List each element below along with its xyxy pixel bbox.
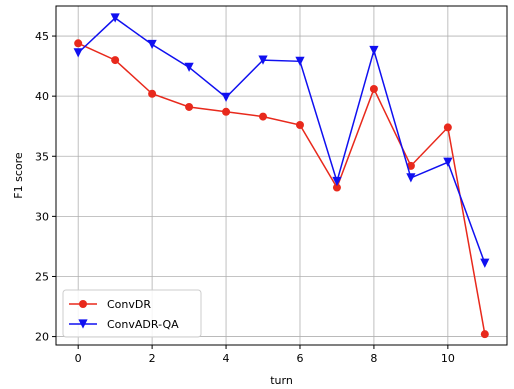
data-point-0-1 <box>111 56 120 65</box>
legend-label: ConvDR <box>107 298 151 311</box>
plot-frame <box>55 5 508 346</box>
y-tick-label: 30 <box>35 210 49 223</box>
data-point-1-0 <box>73 48 83 58</box>
x-tick-label: 4 <box>223 352 230 365</box>
data-point-1-1 <box>110 13 120 23</box>
data-point-1-10 <box>443 157 453 167</box>
data-point-1-11 <box>480 258 490 268</box>
y-tick-label: 40 <box>35 90 49 103</box>
data-point-1-2 <box>147 39 157 50</box>
data-point-0-6 <box>295 121 304 130</box>
data-point-0-11 <box>480 330 489 339</box>
data-point-1-8 <box>369 45 379 56</box>
data-point-1-4 <box>221 92 231 102</box>
data-point-0-8 <box>369 84 378 93</box>
data-point-0-10 <box>443 123 452 132</box>
y-tick-label: 45 <box>35 30 49 43</box>
data-point-1-9 <box>406 173 416 183</box>
series-line-1 <box>77 17 486 264</box>
y-axis-label: F1 score <box>12 152 25 199</box>
legend: ConvDR ConvADR-QA <box>62 289 202 338</box>
y-tick-label: 35 <box>35 150 49 163</box>
x-tick-label: 6 <box>296 352 303 365</box>
data-point-0-0 <box>74 39 83 48</box>
data-point-0-5 <box>259 112 268 121</box>
data-point-0-9 <box>406 161 415 170</box>
legend-marker <box>79 300 87 308</box>
y-tick-label: 25 <box>35 270 49 283</box>
x-tick-label: 0 <box>75 352 82 365</box>
x-tick-label: 10 <box>441 352 455 365</box>
y-tick-label: 20 <box>35 331 49 344</box>
data-point-0-2 <box>148 89 157 98</box>
data-point-0-3 <box>185 102 194 111</box>
legend-label: ConvADR-QA <box>107 318 179 331</box>
data-point-0-4 <box>222 107 231 116</box>
legend-box <box>62 289 202 338</box>
series-line-0 <box>77 42 486 335</box>
data-point-1-6 <box>295 56 305 66</box>
data-point-1-3 <box>184 62 194 72</box>
ticks: 0 2 4 6 8 10 20 25 30 35 40 45 <box>35 30 455 365</box>
legend-marker <box>78 319 88 329</box>
data-point-1-5 <box>258 55 268 65</box>
series-layer <box>73 13 490 339</box>
data-point-0-7 <box>332 183 341 192</box>
x-tick-label: 2 <box>149 352 156 365</box>
x-axis-label: turn <box>270 374 293 387</box>
data-point-1-7 <box>332 176 342 187</box>
x-tick-label: 8 <box>370 352 377 365</box>
